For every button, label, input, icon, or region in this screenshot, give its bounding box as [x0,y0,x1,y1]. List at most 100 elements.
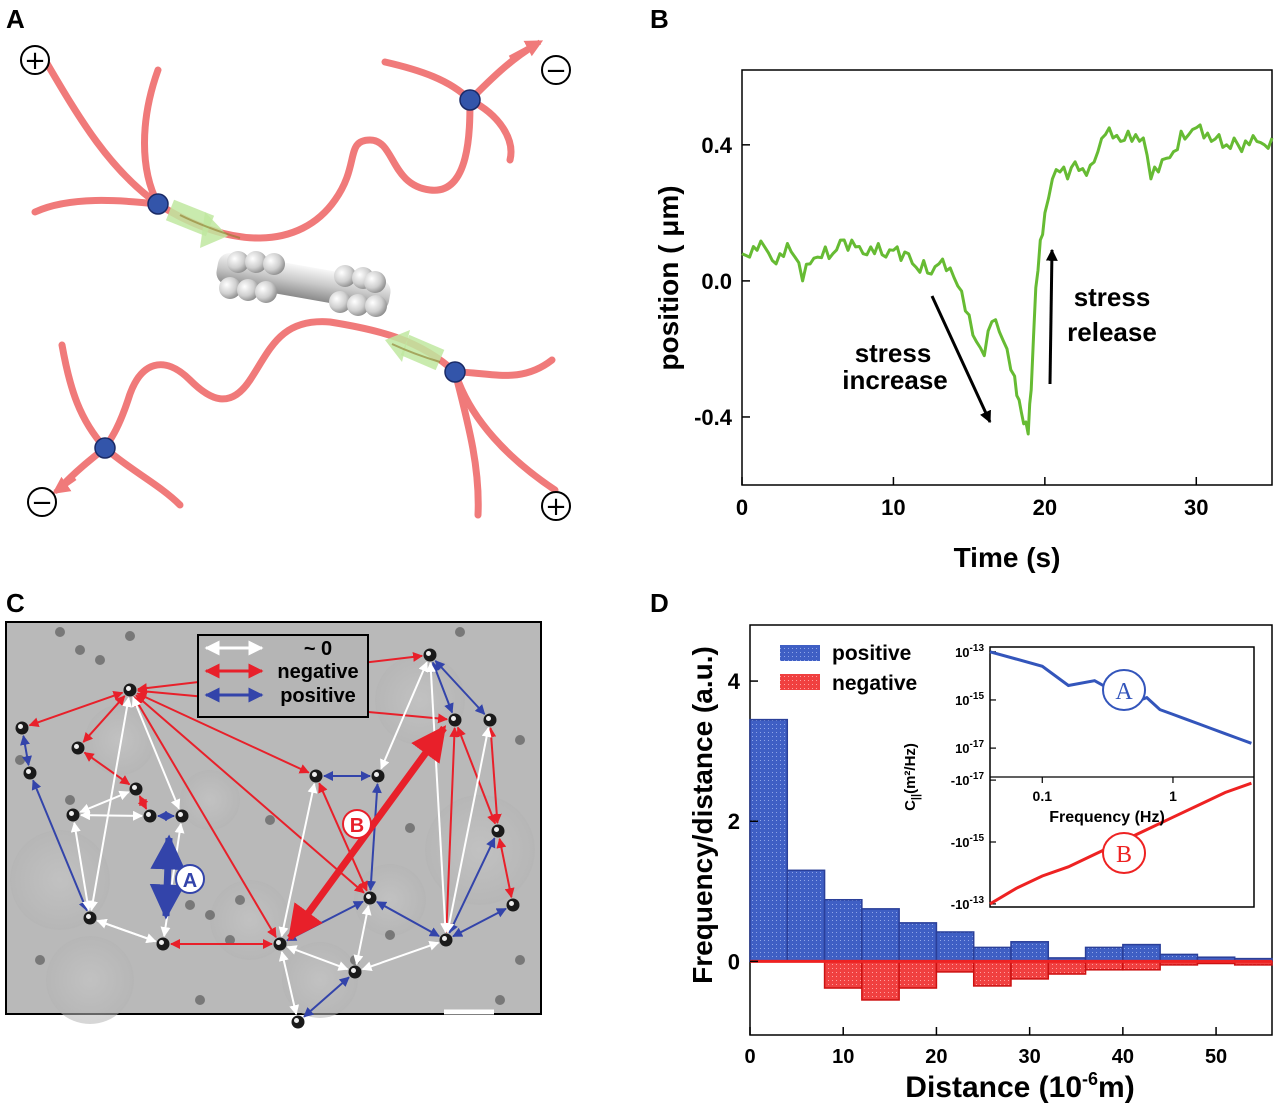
bar-positive [1122,943,1161,963]
panel-letter-a: A [6,4,25,34]
correlation-arrow [286,945,349,971]
panel-letter-c: C [6,588,25,618]
bar-negative [972,960,1012,987]
pair-b-marker: B [342,809,372,839]
y-tick-label: -0.4 [694,405,733,430]
bar-positive [749,718,789,963]
annotation-stress-release-line1: stress [1074,282,1151,312]
svg-text:B: B [1116,842,1132,868]
correlation-arrow [20,734,32,767]
correlation-arrow [444,726,492,934]
stress-release-arrow [1045,248,1058,385]
chart-d-ticks: 0 10 20 30 40 50 0 2 4 [728,669,1227,1068]
debris-particle [385,930,395,940]
y-axis-label: position ( μm) [653,185,684,370]
legend-swatch-negative [780,674,820,690]
inset-positive-curve [989,650,1252,745]
inset-y-tick-label: 10-15 [955,691,984,708]
debris-particle [515,735,525,745]
debris-particle [65,795,75,805]
background-cell [375,655,465,745]
inset-y-axis-label: C||(m²/Hz) [902,743,922,811]
debris-particle [125,631,135,641]
bar-positive [972,946,1012,963]
pair-a-marker: A [175,864,205,894]
debris-particle [405,823,415,833]
correlation-arrow [70,821,93,912]
x-axis-label: Time (s) [954,542,1061,573]
debris-particle [265,815,275,825]
bar-negative [1010,960,1050,980]
legend-c: ~ 0 negative positive [197,634,369,718]
y-tick-label: 0.4 [701,133,732,158]
x-tick-label: 0 [736,495,748,520]
debris-particle [35,955,45,965]
series-position-line [741,123,1274,436]
inset-x-tick-label: 1 [1169,788,1177,804]
crosslink-nodes [94,89,481,459]
legend-d: positive negative [780,642,917,695]
inset-y-tick-label: 10-13 [955,643,984,660]
bar-negative [935,960,975,973]
debris-particle [15,755,25,765]
y-axis-label: Frequency/distance (a.u.) [687,646,718,984]
y-tick-label: 0.0 [701,269,732,294]
correlation-arrow [79,810,144,821]
legend-label-positive: positive [832,642,911,665]
bar-positive [898,922,938,963]
inset-marker-a: A [1102,669,1146,711]
legend-label-negative: negative [832,672,917,695]
debris-particle [75,645,85,655]
legend-swatch-positive [780,645,820,661]
chart-b-frame [741,69,1273,486]
inset-marker-b: B [1102,832,1146,874]
chart-b-ticks: 0 10 20 30 -0.4 0.0 0.4 [694,133,1208,520]
bar-positive [786,869,826,963]
plus-end-symbol: + [541,491,571,522]
debris-particle [95,655,105,665]
panel-d: D 0 10 20 30 40 50 0 2 4 Distance (10-6m) Freque… [650,588,1273,1104]
debris-particle [495,995,505,1005]
debris-particle [515,955,525,965]
bar-negative [861,960,900,1001]
svg-text:−: − [31,488,53,518]
motor-arrow-left [400,334,445,371]
bar-positive [935,931,975,963]
stress-increase-arrow [930,295,992,424]
bar-positive [1010,941,1050,963]
background-cell [180,770,240,830]
pair-a-arrow [149,834,186,920]
x-tick-label: 0 [744,1046,755,1068]
y-tick-label: 4 [728,669,741,694]
inset-x-axis-label: Frequency (Hz) [1049,809,1165,826]
bar-positive [823,898,863,963]
debris-particle [55,627,65,637]
inset-x-tick-label: 0.1 [1033,788,1053,804]
motor-rod [216,251,391,317]
svg-text:+: + [24,46,46,76]
x-tick-label: 10 [832,1046,854,1068]
debris-particle [455,627,465,637]
svg-text:−: − [545,56,567,86]
legend-label-negative: negative [277,661,358,683]
x-tick-label: 20 [925,1046,947,1068]
x-tick-label: 10 [881,495,905,520]
inset-chart: 0.1 1 10-13 10-15 10-17 -10-17 -10-15 -10-13 Fr… [902,643,1255,912]
bar-positive [861,908,900,963]
panel-letter-d: D [650,588,669,618]
bar-negative [898,960,938,989]
x-tick-label: 40 [1112,1046,1134,1068]
chart-d-bars [749,718,1273,1001]
legend-label-positive: positive [280,685,356,707]
panel-letter-b: B [650,4,669,34]
correlation-arrow [303,976,350,1018]
correlation-arrow [131,696,181,810]
legend-label-zero: ~ 0 [304,638,332,660]
x-tick-label: 30 [1184,495,1208,520]
bar-negative [1047,960,1087,975]
correlation-arrow [79,790,130,814]
panel-c: C A B ~ 0 negative positive [5,588,542,1029]
debris-particle [205,910,215,920]
svg-text:A: A [1115,679,1133,705]
